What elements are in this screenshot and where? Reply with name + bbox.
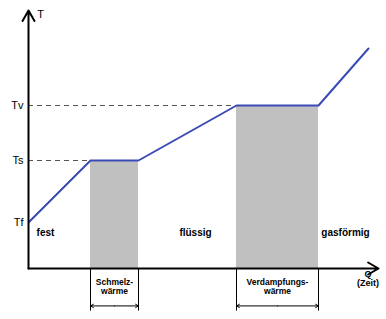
svg-text:T: T <box>37 8 44 20</box>
svg-text:Tv: Tv <box>11 99 24 111</box>
svg-text:Q(Zeit): Q(Zeit) <box>357 269 379 288</box>
svg-text:Tf: Tf <box>14 216 25 228</box>
svg-text:fest: fest <box>37 227 55 238</box>
svg-text:Verdampfungs-wärme: Verdampfungs-wärme <box>247 277 309 296</box>
svg-text:Ts: Ts <box>13 154 25 166</box>
svg-text:gasförmig: gasförmig <box>321 227 369 238</box>
svg-text:flüssig: flüssig <box>179 227 211 238</box>
svg-text:Schmelz-wärme: Schmelz-wärme <box>96 277 133 296</box>
